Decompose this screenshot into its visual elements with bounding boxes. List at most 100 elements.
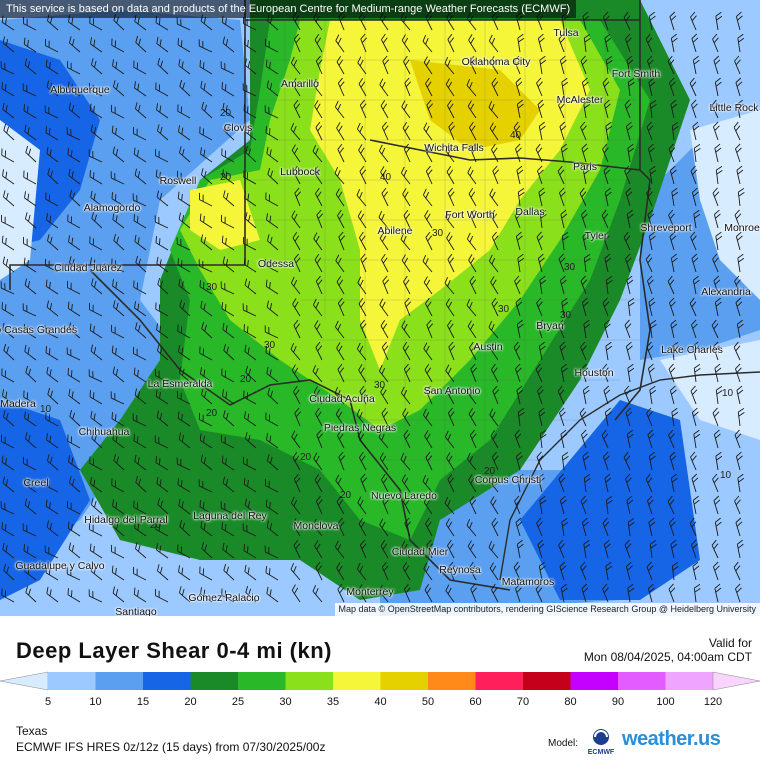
contour-label: 30 bbox=[560, 310, 572, 321]
coastline bbox=[499, 371, 760, 581]
brand-logo[interactable]: weather.us bbox=[622, 728, 721, 750]
wind-barb bbox=[198, 39, 213, 53]
wind-barb bbox=[314, 474, 323, 493]
wind-barb bbox=[222, 190, 235, 207]
wind-barb bbox=[559, 275, 567, 295]
wind-barb bbox=[154, 215, 169, 229]
wind-barb bbox=[671, 342, 679, 361]
wind-barb bbox=[44, 325, 59, 339]
wind-barb bbox=[469, 341, 477, 361]
wind-barb bbox=[737, 253, 745, 273]
wind-barb bbox=[46, 366, 59, 383]
wind-barb bbox=[734, 275, 741, 295]
city-name: Little Rock bbox=[709, 102, 759, 114]
city-label: Hidalgo del Parral bbox=[84, 514, 167, 526]
wind-barb bbox=[88, 149, 103, 163]
wind-barb bbox=[23, 104, 37, 119]
wind-barb bbox=[445, 298, 455, 317]
wind-barb bbox=[155, 522, 169, 537]
shear-map[interactable]: 20 30 20 40 30 40 30 30 30 20 10 20 30 20 20 20 10 10 20 30… bbox=[0, 0, 760, 618]
wind-barb bbox=[2, 169, 15, 185]
wind-barb bbox=[713, 561, 720, 581]
wind-barb bbox=[712, 473, 719, 493]
wind-barb bbox=[381, 33, 389, 53]
wind-barb bbox=[669, 165, 677, 185]
wind-barb bbox=[199, 192, 213, 207]
map-title: Deep Layer Shear 0-4 mi (kn) bbox=[16, 638, 333, 663]
wind-barb bbox=[177, 478, 191, 493]
wind-barb bbox=[581, 143, 589, 163]
wind-barb bbox=[691, 407, 699, 427]
wind-barb bbox=[448, 341, 456, 361]
wind-barb bbox=[401, 100, 411, 119]
city-label: Ciudad Acuña bbox=[309, 393, 374, 405]
wind-barb bbox=[177, 104, 191, 119]
wind-barb bbox=[293, 33, 301, 53]
wind-barb bbox=[492, 165, 500, 185]
wind-barb bbox=[2, 389, 15, 405]
wind-barb bbox=[315, 561, 323, 581]
wind-barb bbox=[23, 324, 37, 339]
wind-barb bbox=[178, 586, 191, 603]
wind-barb bbox=[645, 473, 653, 493]
wind-barb bbox=[45, 126, 59, 141]
wind-barb bbox=[425, 297, 433, 317]
wind-barb bbox=[222, 476, 235, 493]
wind-barb bbox=[712, 187, 720, 207]
wind-barb bbox=[222, 322, 235, 339]
wind-barb bbox=[447, 473, 455, 493]
wind-barb bbox=[199, 213, 213, 229]
wind-barb bbox=[111, 38, 125, 53]
wind-barb bbox=[337, 297, 345, 317]
wind-barb bbox=[558, 33, 566, 53]
contour-label: 20 bbox=[206, 408, 218, 419]
wind-barb bbox=[691, 319, 698, 339]
wind-barb bbox=[23, 16, 37, 31]
wind-barb bbox=[337, 209, 345, 229]
wind-barb bbox=[24, 212, 37, 229]
wind-barb bbox=[601, 429, 609, 449]
wind-barb bbox=[90, 37, 103, 53]
color-scale-bar bbox=[0, 671, 760, 691]
wind-barb bbox=[648, 517, 656, 537]
wind-barb bbox=[24, 278, 37, 295]
ecmwf-logo-icon: ECMWF bbox=[588, 729, 615, 756]
map-attribution[interactable]: Map data © OpenStreetMap contributors, r… bbox=[334, 603, 760, 616]
wind-barb bbox=[515, 517, 523, 537]
wind-barbs bbox=[0, 11, 745, 603]
wind-barb bbox=[445, 78, 455, 97]
wind-barb bbox=[357, 496, 367, 515]
wind-barb bbox=[671, 562, 679, 581]
scale-swatch bbox=[570, 672, 618, 690]
wind-barb bbox=[649, 165, 657, 185]
wind-barb bbox=[379, 452, 389, 471]
wind-barb bbox=[380, 386, 389, 405]
wind-barb bbox=[579, 407, 587, 427]
contour-label: 20 bbox=[484, 466, 496, 477]
wind-barb bbox=[90, 124, 103, 141]
wind-barb bbox=[112, 586, 125, 603]
wind-barb bbox=[403, 55, 411, 75]
wind-barb bbox=[90, 190, 103, 207]
wind-barb bbox=[201, 541, 213, 559]
wind-barb bbox=[1, 302, 15, 317]
city-name: Ciudad Mier bbox=[391, 546, 449, 558]
city-label: Alamogordo bbox=[84, 202, 141, 214]
wind-barb bbox=[359, 385, 367, 405]
wind-barb bbox=[381, 121, 389, 141]
wind-barb bbox=[445, 144, 455, 163]
wind-barb bbox=[444, 430, 455, 449]
wind-barb bbox=[68, 322, 81, 339]
wind-barb bbox=[89, 522, 103, 537]
wind-barb bbox=[134, 234, 147, 251]
wind-barb bbox=[602, 517, 610, 537]
contour-label: 30 bbox=[498, 304, 510, 315]
wind-barb bbox=[134, 81, 147, 97]
wind-barb bbox=[243, 477, 257, 493]
contour-label: 20 bbox=[340, 490, 352, 501]
wind-barb bbox=[157, 497, 169, 515]
wind-barb bbox=[178, 125, 191, 141]
wind-barb bbox=[24, 124, 37, 141]
wind-barb bbox=[735, 363, 742, 383]
wind-barb bbox=[2, 102, 15, 119]
